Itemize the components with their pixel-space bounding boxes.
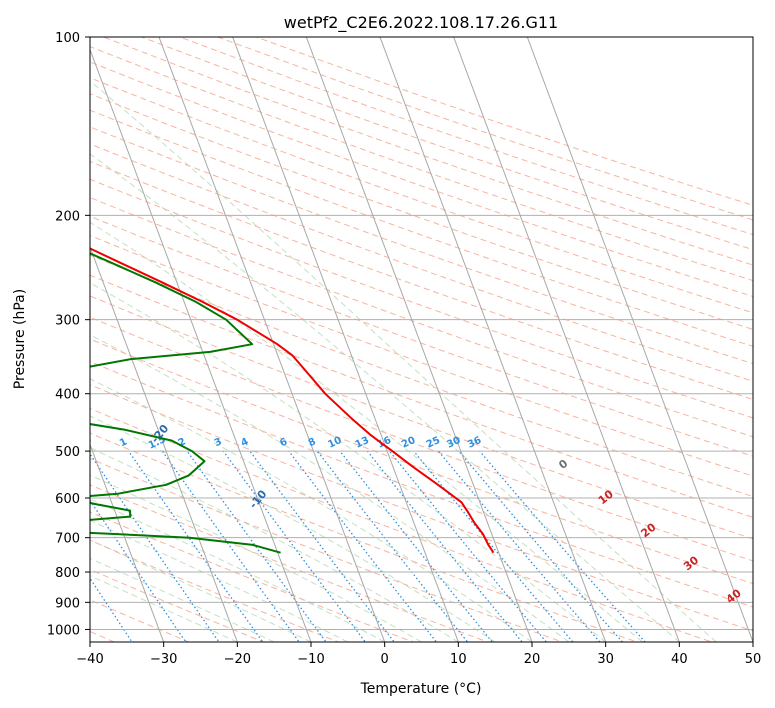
y-tick-label: 800: [55, 566, 80, 581]
moist-adiabat-line: [90, 519, 349, 642]
moist-adiabat-line: [90, 474, 422, 642]
mixing-ratio-label: 3: [213, 436, 224, 449]
x-tick-label: 20: [524, 652, 541, 667]
x-axis-label: Temperature (°C): [360, 681, 482, 697]
moist-adiabat-line: [90, 539, 312, 642]
dewpoint-profile-line: [90, 252, 281, 554]
moist-adiabat-line: [90, 334, 570, 642]
moist-adiabat-line: [90, 447, 459, 642]
moist-adiabat-line: [90, 153, 680, 642]
mixing-ratio-line: [366, 450, 523, 642]
moist-adiabat-line: [90, 378, 533, 642]
mixing-ratio-label: 20: [400, 435, 417, 451]
y-tick-label: 300: [55, 314, 80, 329]
dry-adiabat-line: [90, 484, 490, 642]
moist-adiabat-line: [90, 557, 275, 642]
dry-adiabat-line: [90, 568, 266, 642]
dry-adiabat-line: [90, 458, 564, 642]
mixing-ratio-line: [186, 450, 327, 642]
x-axis-ticks: −40 −30 −20 −10 0 10 20 30 40 50: [76, 642, 761, 667]
isotherm-line: [158, 37, 386, 642]
mixing-ratio-label: 8: [307, 436, 318, 449]
mixing-ratio-line: [128, 450, 264, 642]
mixing-ratio-label: 10: [326, 435, 343, 451]
mixing-ratio-label: 16: [376, 435, 393, 451]
x-tick-label: −40: [76, 652, 103, 667]
dry-adiabat-line: [90, 196, 753, 438]
plot-area: 0.10.20.40.611.52346810131620253036-100-…: [0, 37, 753, 642]
mixing-ratio-line: [90, 452, 220, 642]
mixing-ratio-line: [388, 450, 548, 642]
mixing-ratio-label: 2: [177, 436, 188, 449]
y-axis-ticks: 100 200 300 400 500 600 700 800 900 1000: [47, 31, 90, 638]
mixing-ratio-label: 13: [354, 435, 371, 451]
x-tick-label: 30: [597, 652, 614, 667]
chart-title: wetPf2_C2E6.2022.108.17.26.G11: [284, 13, 558, 33]
moist-adiabat-line: [90, 80, 717, 642]
dry-adiabat-line: [90, 511, 415, 642]
dry-adiabats: [90, 37, 753, 642]
mixing-ratio-label: 30: [445, 435, 462, 451]
plot-frame: [89, 36, 754, 643]
moist-adiabat-line: [90, 575, 238, 642]
temperature-profile-line: [90, 247, 495, 554]
mixing-ratio-label: 0.6: [73, 434, 94, 451]
isotherm-line: [90, 443, 165, 642]
dry-adiabat-line: [90, 160, 753, 400]
isotherm-label: -30: [50, 356, 73, 380]
x-tick-label: −10: [297, 652, 324, 667]
dry-adiabat-line: [90, 599, 191, 642]
y-tick-label: 500: [55, 445, 80, 460]
x-tick-label: 0: [381, 652, 389, 667]
moist-adiabat-label: 10: [596, 487, 616, 507]
dry-adiabat-line: [90, 93, 753, 330]
dry-adiabat-line: [90, 295, 753, 540]
mixing-ratio-line: [288, 450, 438, 642]
dry-adiabat-line: [90, 316, 753, 562]
y-tick-label: 1000: [47, 623, 80, 638]
isotherm-gridlines: [90, 37, 753, 642]
x-tick-label: −30: [150, 652, 177, 667]
pressure-gridlines: [90, 37, 753, 630]
isotherm-line: [379, 37, 607, 642]
y-axis-label: Pressure (hPa): [12, 289, 28, 389]
isotherm-line: [453, 37, 680, 642]
dry-adiabat-line: [90, 234, 753, 477]
y-tick-label: 700: [55, 532, 80, 547]
dry-adiabat-line: [90, 407, 714, 642]
x-tick-label: 40: [671, 652, 688, 667]
mixing-ratio-label: 36: [466, 435, 483, 451]
y-tick-label: 100: [55, 31, 80, 46]
isotherm-label: -10: [247, 487, 270, 511]
dry-adiabat-line: [90, 432, 639, 642]
mixing-ratio-label: 0.2: [0, 434, 13, 451]
mixing-ratio-label: 4: [239, 436, 250, 449]
moist-adiabat-line: [90, 415, 496, 642]
mixing-ratio-label: 1: [118, 436, 129, 449]
isotherm-line: [526, 37, 753, 642]
isotherm-line: [305, 37, 533, 642]
mixing-ratio-lines: [90, 450, 647, 642]
dry-adiabat-line: [90, 61, 753, 298]
dry-adiabat-line: [90, 126, 753, 365]
profiles: [90, 247, 495, 554]
y-tick-label: 400: [55, 388, 80, 403]
line-labels: 0.10.20.40.611.52346810131620253036-100-…: [0, 356, 744, 606]
mixing-ratio-line: [316, 450, 469, 642]
y-tick-label: 200: [55, 209, 80, 224]
mixing-ratio-label: 6: [278, 436, 289, 449]
moist-adiabat-label: 0: [556, 457, 570, 472]
y-tick-label: 600: [55, 492, 80, 507]
x-tick-label: 50: [745, 652, 762, 667]
isotherm-line: [90, 245, 238, 642]
x-tick-label: 10: [450, 652, 467, 667]
dry-adiabat-line: [90, 274, 753, 518]
y-tick-label: 900: [55, 596, 80, 611]
x-tick-label: −20: [224, 652, 251, 667]
isotherm-line: [232, 37, 459, 642]
moist-adiabat-label: 30: [681, 553, 701, 573]
mixing-ratio-label: 25: [425, 435, 442, 451]
